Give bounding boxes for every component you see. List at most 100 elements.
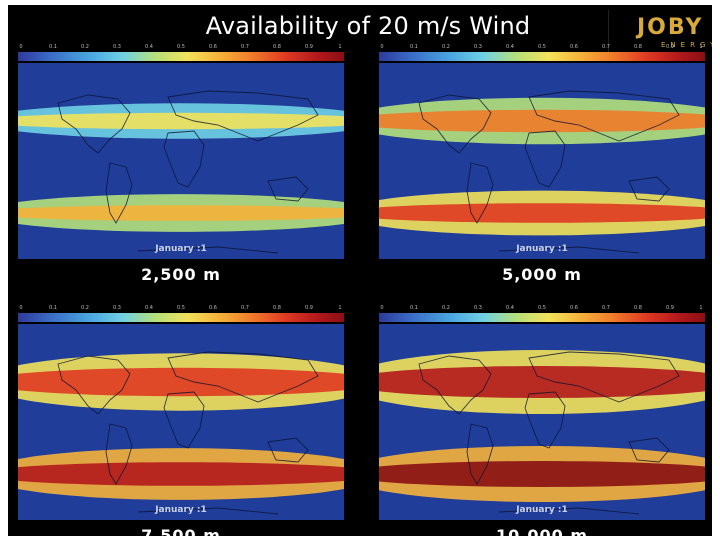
continent-outline — [163, 130, 205, 188]
continent-outline — [167, 90, 319, 142]
tick-label: 1 — [699, 44, 703, 50]
tick-label: 0.1 — [49, 44, 57, 50]
north-band-core — [18, 112, 344, 130]
colorbar — [379, 52, 705, 61]
continent-outline — [105, 423, 133, 485]
tick-label: 0.3 — [113, 305, 121, 311]
tick-label: 0.4 — [506, 44, 514, 50]
continent-outline — [498, 246, 640, 254]
tick-label: 0.5 — [177, 44, 185, 50]
continent-outline — [628, 437, 670, 463]
continent-outline — [105, 162, 133, 224]
tick-label: 0.8 — [634, 305, 642, 311]
colorbar-ticks: 0 0.1 0.2 0.3 0.4 0.5 0.6 0.7 0.8 0.9 1 — [379, 44, 705, 52]
tick-label: 1 — [338, 44, 342, 50]
continent-outline — [57, 94, 131, 154]
wind-map: January :1 — [379, 324, 705, 520]
continent-outline — [524, 130, 566, 188]
tick-label: 0.3 — [113, 44, 121, 50]
tick-label: 0.5 — [538, 44, 546, 50]
date-label: January :1 — [516, 505, 568, 515]
date-label: January :1 — [516, 244, 568, 254]
tick-label: 0.8 — [634, 44, 642, 50]
continent-outline — [137, 507, 279, 515]
south-band-core — [379, 461, 705, 487]
tick-label: 0.5 — [538, 305, 546, 311]
tick-label: 0.1 — [49, 305, 57, 311]
world-map-graphic — [18, 351, 344, 515]
altitude-label: 10,000 m — [496, 526, 588, 536]
date-label: January :1 — [155, 244, 207, 254]
tick-label: 0 — [19, 44, 23, 50]
continent-outline — [267, 437, 309, 463]
continent-outline — [57, 355, 131, 415]
south-band-core — [18, 205, 344, 221]
tick-label: 0.2 — [81, 44, 89, 50]
tick-label: 0.3 — [474, 44, 482, 50]
tick-label: 0.7 — [602, 44, 610, 50]
tick-label: 1 — [699, 305, 703, 311]
tick-label: 0.1 — [410, 44, 418, 50]
continent-outline — [418, 355, 492, 415]
continent-outline — [137, 246, 279, 254]
tick-label: 0.2 — [81, 305, 89, 311]
colorbar — [18, 52, 344, 61]
wind-map: January :1 — [18, 324, 344, 520]
wind-map: January :1 — [379, 63, 705, 259]
world-map-graphic — [379, 90, 705, 254]
continent-outline — [466, 162, 494, 224]
tick-label: 0.7 — [241, 305, 249, 311]
colorbar — [18, 313, 344, 322]
tick-label: 0.7 — [602, 305, 610, 311]
tick-label: 0.8 — [273, 305, 281, 311]
tick-label: 0.4 — [145, 44, 153, 50]
date-label: January :1 — [155, 505, 207, 515]
slide-title: Availability of 20 m/s Wind — [205, 12, 531, 40]
north-band-core — [379, 109, 705, 133]
north-band-core — [18, 367, 344, 397]
tick-label: 0.8 — [273, 44, 281, 50]
tick-label: 0.9 — [666, 305, 674, 311]
altitude-label: 5,000 m — [502, 265, 582, 284]
colorbar-ticks: 0 0.1 0.2 0.3 0.4 0.5 0.6 0.7 0.8 0.9 1 — [18, 305, 344, 313]
tick-label: 0 — [19, 305, 23, 311]
tick-label: 0.4 — [506, 305, 514, 311]
continent-outline — [524, 391, 566, 449]
continent-outline — [498, 507, 640, 515]
tick-label: 0.4 — [145, 305, 153, 311]
colorbar-ticks: 0 0.1 0.2 0.3 0.4 0.5 0.6 0.7 0.8 0.9 1 — [18, 44, 344, 52]
continent-outline — [163, 391, 205, 449]
tick-label: 0.6 — [570, 305, 578, 311]
tick-label: 0.6 — [209, 44, 217, 50]
tick-label: 0.6 — [570, 44, 578, 50]
north-band-core — [379, 366, 705, 398]
continent-outline — [528, 351, 680, 403]
tick-label: 0.2 — [442, 44, 450, 50]
tick-label: 0.3 — [474, 305, 482, 311]
tick-label: 0.2 — [442, 305, 450, 311]
joby-energy-logo: JOBY ENERGY — [608, 10, 712, 52]
altitude-label: 7,500 m — [141, 526, 221, 536]
tick-label: 0.9 — [305, 305, 313, 311]
tick-label: 0 — [380, 305, 384, 311]
south-band-core — [18, 462, 344, 486]
tick-label: 1 — [338, 305, 342, 311]
tick-label: 0.6 — [209, 305, 217, 311]
south-band-core — [379, 203, 705, 223]
continent-outline — [167, 351, 319, 403]
tick-label: 0 — [380, 44, 384, 50]
world-map-graphic — [18, 90, 344, 254]
continent-outline — [528, 90, 680, 142]
tick-label: 0.1 — [410, 305, 418, 311]
continent-outline — [418, 94, 492, 154]
world-map-graphic — [379, 350, 705, 515]
logo-word: JOBY — [637, 15, 704, 40]
colorbar — [379, 313, 705, 322]
continent-outline — [628, 176, 670, 202]
tick-label: 0.9 — [305, 44, 313, 50]
wind-map: January :1 — [18, 63, 344, 259]
tick-label: 0.9 — [666, 44, 674, 50]
tick-label: 0.5 — [177, 305, 185, 311]
continent-outline — [466, 423, 494, 485]
logo-subtitle: ENERGY — [661, 41, 712, 49]
